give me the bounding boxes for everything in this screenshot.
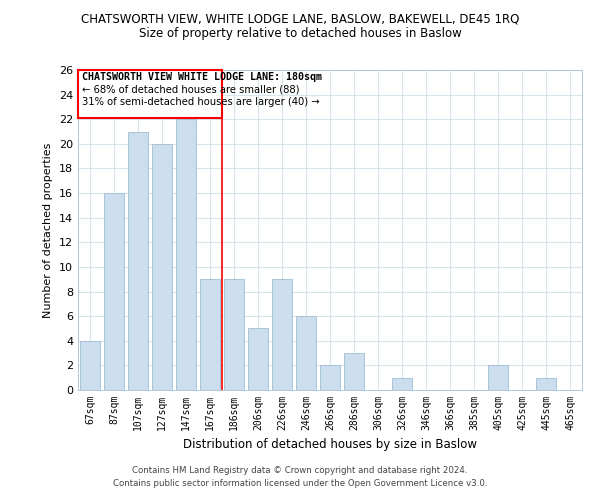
- Bar: [79, 70, 222, 118]
- Bar: [128, 132, 148, 390]
- X-axis label: Distribution of detached houses by size in Baslow: Distribution of detached houses by size …: [183, 438, 477, 452]
- Text: 31% of semi-detached houses are larger (40) →: 31% of semi-detached houses are larger (…: [82, 97, 320, 107]
- Text: CHATSWORTH VIEW, WHITE LODGE LANE, BASLOW, BAKEWELL, DE45 1RQ: CHATSWORTH VIEW, WHITE LODGE LANE, BASLO…: [81, 12, 519, 26]
- Bar: [488, 366, 508, 390]
- Bar: [224, 279, 244, 390]
- Bar: [104, 193, 124, 390]
- Bar: [200, 279, 220, 390]
- Bar: [152, 144, 172, 390]
- Bar: [272, 279, 292, 390]
- Bar: [392, 378, 412, 390]
- Text: CHATSWORTH VIEW WHITE LODGE LANE: 180sqm: CHATSWORTH VIEW WHITE LODGE LANE: 180sqm: [82, 72, 322, 83]
- Bar: [344, 353, 364, 390]
- Bar: [320, 366, 340, 390]
- Text: ← 68% of detached houses are smaller (88): ← 68% of detached houses are smaller (88…: [82, 85, 299, 95]
- Bar: [536, 378, 556, 390]
- Bar: [248, 328, 268, 390]
- Text: Size of property relative to detached houses in Baslow: Size of property relative to detached ho…: [139, 28, 461, 40]
- Text: Contains HM Land Registry data © Crown copyright and database right 2024.
Contai: Contains HM Land Registry data © Crown c…: [113, 466, 487, 487]
- Bar: [80, 341, 100, 390]
- Bar: [296, 316, 316, 390]
- Y-axis label: Number of detached properties: Number of detached properties: [43, 142, 53, 318]
- Bar: [176, 119, 196, 390]
